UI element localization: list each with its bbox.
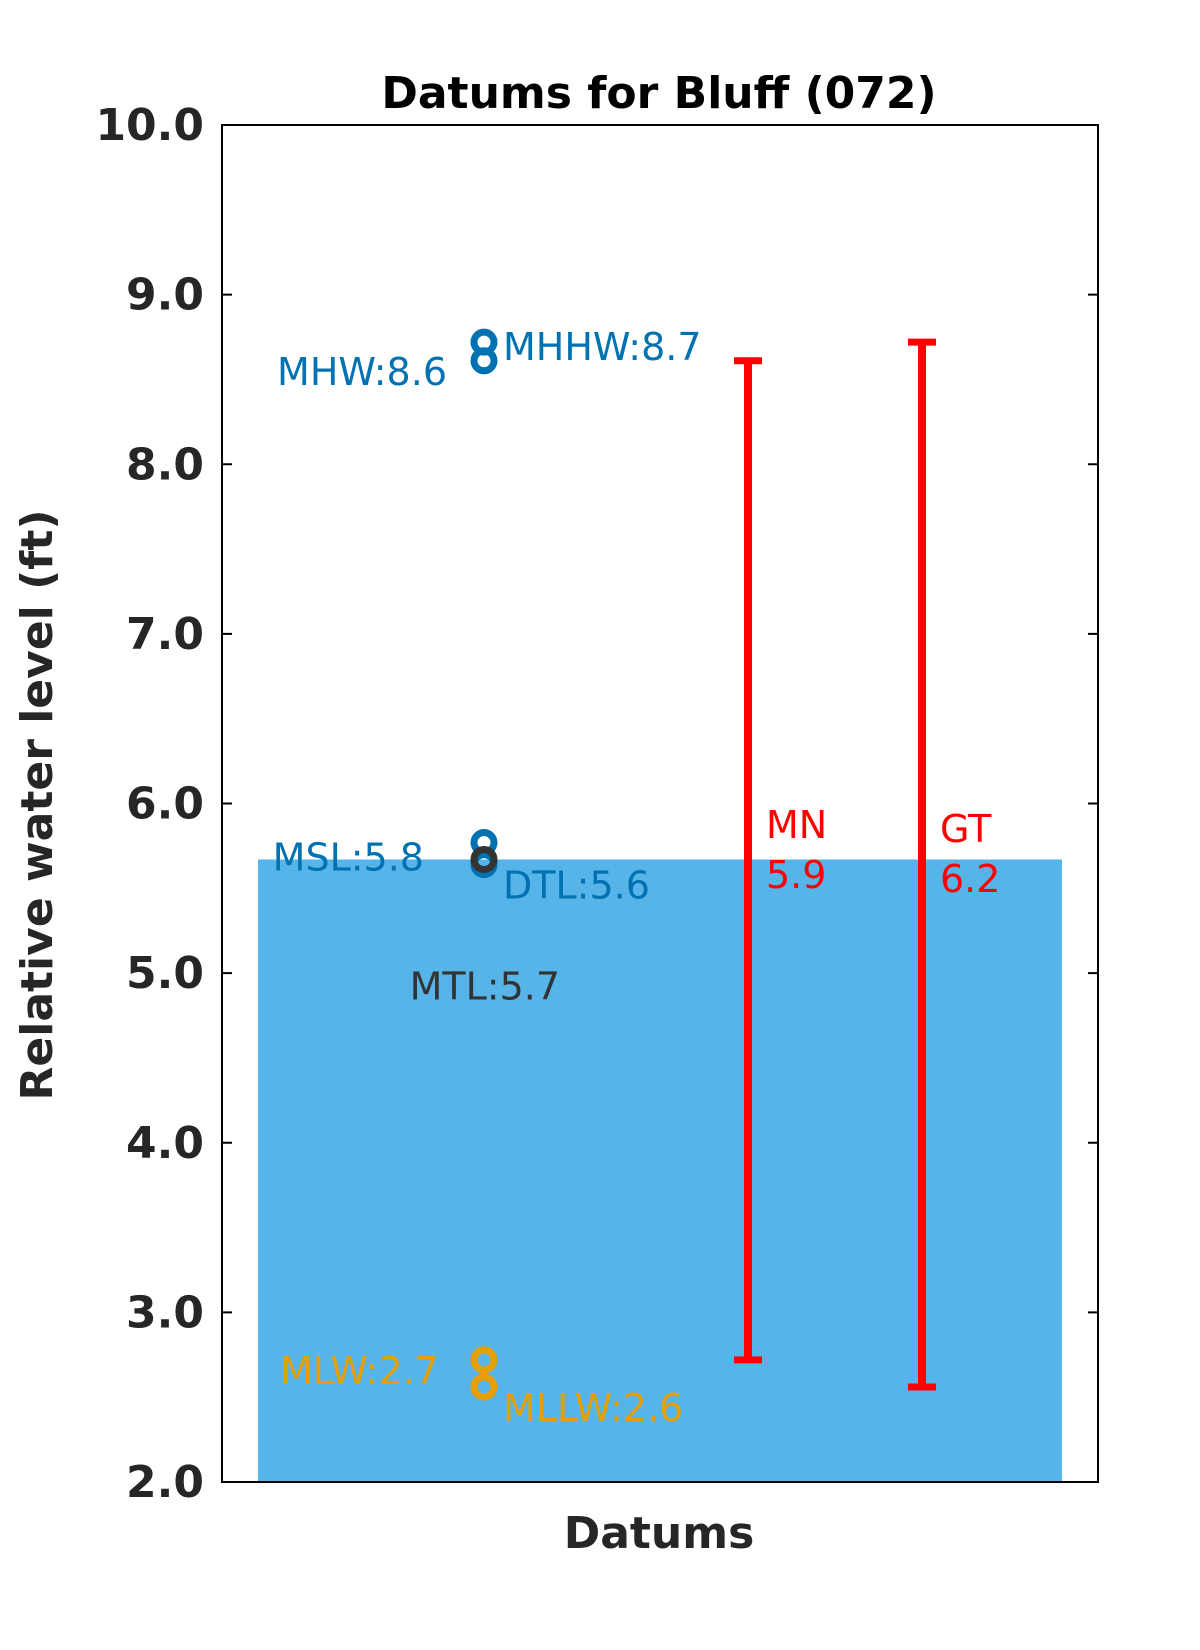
y-tick-label: 5.0 xyxy=(126,948,204,999)
range-value-gt: 6.2 xyxy=(940,857,1000,901)
y-tick-label: 8.0 xyxy=(126,439,204,490)
y-tick-label: 2.0 xyxy=(126,1457,204,1508)
datum-label-msl: MSL:5.8 xyxy=(273,836,424,880)
plot-frame xyxy=(221,124,1099,1483)
datum-label-dtl: DTL:5.6 xyxy=(503,864,650,908)
x-axis-label: Datums xyxy=(564,1508,755,1559)
datum-label-mlw: MLW:2.7 xyxy=(280,1349,439,1393)
range-value-mn: 5.9 xyxy=(766,853,826,897)
y-tick-label: 3.0 xyxy=(126,1287,204,1338)
datum-points xyxy=(470,328,498,1401)
datum-point-mtl xyxy=(470,845,498,873)
datum-labels: MHHW:8.7 MHW:8.6 MSL:5.8 DTL:5.6 MTL:5.7 MLW:… xyxy=(273,325,702,1430)
y-tick-label: 10.0 xyxy=(95,100,204,151)
y-tick-label: 6.0 xyxy=(126,779,204,830)
range-name-gt: GT xyxy=(940,807,992,851)
datum-point-mllw xyxy=(470,1373,498,1401)
y-axis-label: Relative water level (ft) xyxy=(12,510,63,1101)
tidal-ranges: MN 5.9 GT 6.2 xyxy=(734,338,1000,1391)
y-axis-ticks: 2.0 3.0 4.0 5.0 6.0 7.0 8.0 9.0 10.0 xyxy=(95,100,1098,1508)
chart-title: Datums for Bluff (072) xyxy=(381,68,936,119)
y-tick-label: 7.0 xyxy=(126,609,204,660)
water-level-bar xyxy=(258,859,1062,1482)
datum-label-mllw: MLLW:2.6 xyxy=(503,1386,683,1430)
y-tick-label: 9.0 xyxy=(126,270,204,321)
range-name-mn: MN xyxy=(766,803,827,847)
datum-point-mhw xyxy=(470,347,498,375)
datum-label-mhw: MHW:8.6 xyxy=(277,350,447,394)
y-tick-label: 4.0 xyxy=(126,1118,204,1169)
datum-label-mhhw: MHHW:8.7 xyxy=(503,325,702,369)
datum-point-mlw xyxy=(470,1346,498,1374)
datum-label-mtl: MTL:5.7 xyxy=(410,964,560,1008)
